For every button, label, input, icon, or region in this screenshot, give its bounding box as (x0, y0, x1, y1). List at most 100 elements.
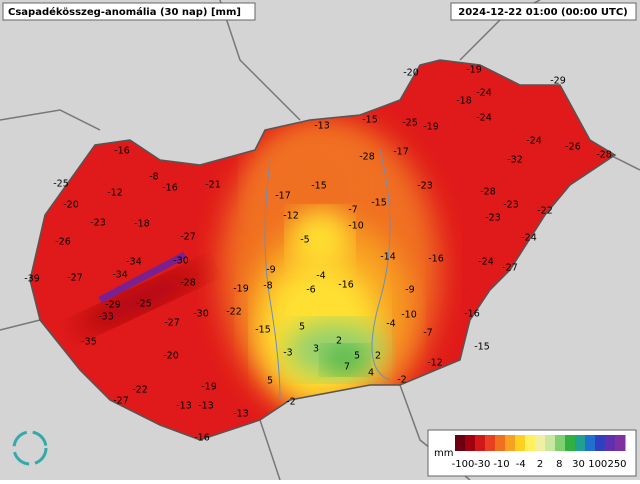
legend-tick-label: -4 (516, 459, 526, 470)
station-value: -2 (397, 375, 406, 386)
station-value: -6 (306, 285, 315, 296)
station-value: -24 (526, 136, 542, 147)
legend-tick-label: 8 (556, 459, 562, 470)
station-value: -27 (502, 263, 518, 274)
station-value: -28 (359, 152, 375, 163)
legend-swatch (615, 435, 626, 451)
station-value: -16 (114, 146, 130, 157)
station-value: -25 (53, 179, 69, 190)
station-value: -23 (417, 181, 433, 192)
station-value: -30 (193, 309, 209, 320)
station-value: -34 (126, 257, 142, 268)
station-value: 5 (299, 322, 305, 333)
legend-tick-label: -10 (493, 459, 509, 470)
station-value: -17 (275, 191, 291, 202)
station-value: -20 (63, 200, 79, 211)
logo (12, 430, 48, 466)
station-value: -23 (90, 218, 106, 229)
station-value: -7 (423, 328, 432, 339)
station-value: -28 (480, 187, 496, 198)
station-value: -15 (362, 115, 378, 126)
station-value: -26 (565, 142, 581, 153)
station-value: -27 (67, 273, 83, 284)
station-value: 2 (375, 351, 381, 362)
legend-tick-label: -30 (474, 459, 490, 470)
station-value: -26 (55, 237, 71, 248)
station-value: -22 (537, 206, 553, 217)
legend: -100 -30 -10 -4 2 8 30 100 250 (452, 435, 627, 470)
legend-tick-label: 100 (588, 459, 607, 470)
legend-tick-label: 30 (572, 459, 585, 470)
stations: -19-20-29-18-24-13-15 -25 -19-24-24-26-28-… (24, 65, 612, 444)
station-value: -29 (550, 76, 566, 87)
station-value: -4 (386, 319, 395, 330)
station-value: -19 (233, 284, 249, 295)
station-value: -13 (198, 401, 214, 412)
station-value: -19 (201, 382, 217, 393)
station-value: -29 (105, 300, 121, 311)
station-value: -12 (427, 358, 443, 369)
station-value: -13 (314, 121, 330, 132)
country-border (29, 59, 617, 441)
legend-swatch (475, 435, 486, 451)
legend-swatch (515, 435, 526, 451)
station-value: -13 (233, 409, 249, 420)
station-value: -15 (311, 181, 327, 192)
station-value: -22 (226, 307, 242, 318)
station-value: -27 (164, 318, 180, 329)
lake (98, 251, 187, 304)
station-value: -34 (112, 270, 128, 281)
legend-swatch (455, 435, 466, 451)
station-value: -28 (180, 278, 196, 289)
station-value: -30 (173, 256, 189, 267)
station-value: 5 (354, 351, 360, 362)
station-value: -19 (423, 122, 439, 133)
station-value: -35 (81, 337, 97, 348)
station-value: -12 (107, 188, 123, 199)
station-value: -28 (596, 150, 612, 161)
legend-swatch (585, 435, 596, 451)
legend-tick-label: -100 (452, 459, 475, 470)
station-value: -39 (24, 274, 40, 285)
station-value: -20 (163, 351, 179, 362)
time-box (450, 2, 637, 21)
station-value: -8 (263, 281, 272, 292)
station-value: -23 (485, 213, 501, 224)
station-value: 7 (344, 362, 350, 373)
legend-swatch (555, 435, 566, 451)
station-value: -13 (176, 401, 192, 412)
station-value: -17 (393, 147, 409, 158)
station-value: 5 (267, 376, 273, 387)
station-value: -10 (401, 310, 417, 321)
station-value: -3 (283, 348, 292, 359)
legend-swatch (505, 435, 516, 451)
station-value: -20 (403, 68, 419, 79)
station-value: -27 (180, 232, 196, 243)
station-value: 4 (368, 368, 374, 379)
legend-swatch (525, 435, 536, 451)
station-value: -24 (478, 257, 494, 268)
station-value: -2 (286, 397, 295, 408)
station-value: -16 (162, 183, 178, 194)
station-value: -4 (316, 271, 325, 282)
station-value: -18 (456, 96, 472, 107)
legend-tick-label: 2 (537, 459, 543, 470)
station-value: -21 (205, 180, 221, 191)
station-value: -14 (380, 252, 396, 263)
legend-swatch (495, 435, 506, 451)
station-value: -24 (521, 233, 537, 244)
legend-swatch (465, 435, 476, 451)
title: Csapadékösszeg-anomália (30 nap) [mm] (8, 6, 241, 18)
legend-swatch (535, 435, 546, 451)
station-value: -25 (136, 299, 152, 310)
station-value: -15 (371, 198, 387, 209)
station-value: -15 (474, 342, 490, 353)
legend-swatch (485, 435, 496, 451)
station-value: -19 (466, 65, 482, 76)
station-value: -22 (132, 385, 148, 396)
legend-swatch (565, 435, 576, 451)
station-value: -9 (405, 285, 414, 296)
station-value: -25 (402, 118, 418, 129)
timestamp: 2024-12-22 01:00 (00:00 UTC) (458, 7, 628, 18)
